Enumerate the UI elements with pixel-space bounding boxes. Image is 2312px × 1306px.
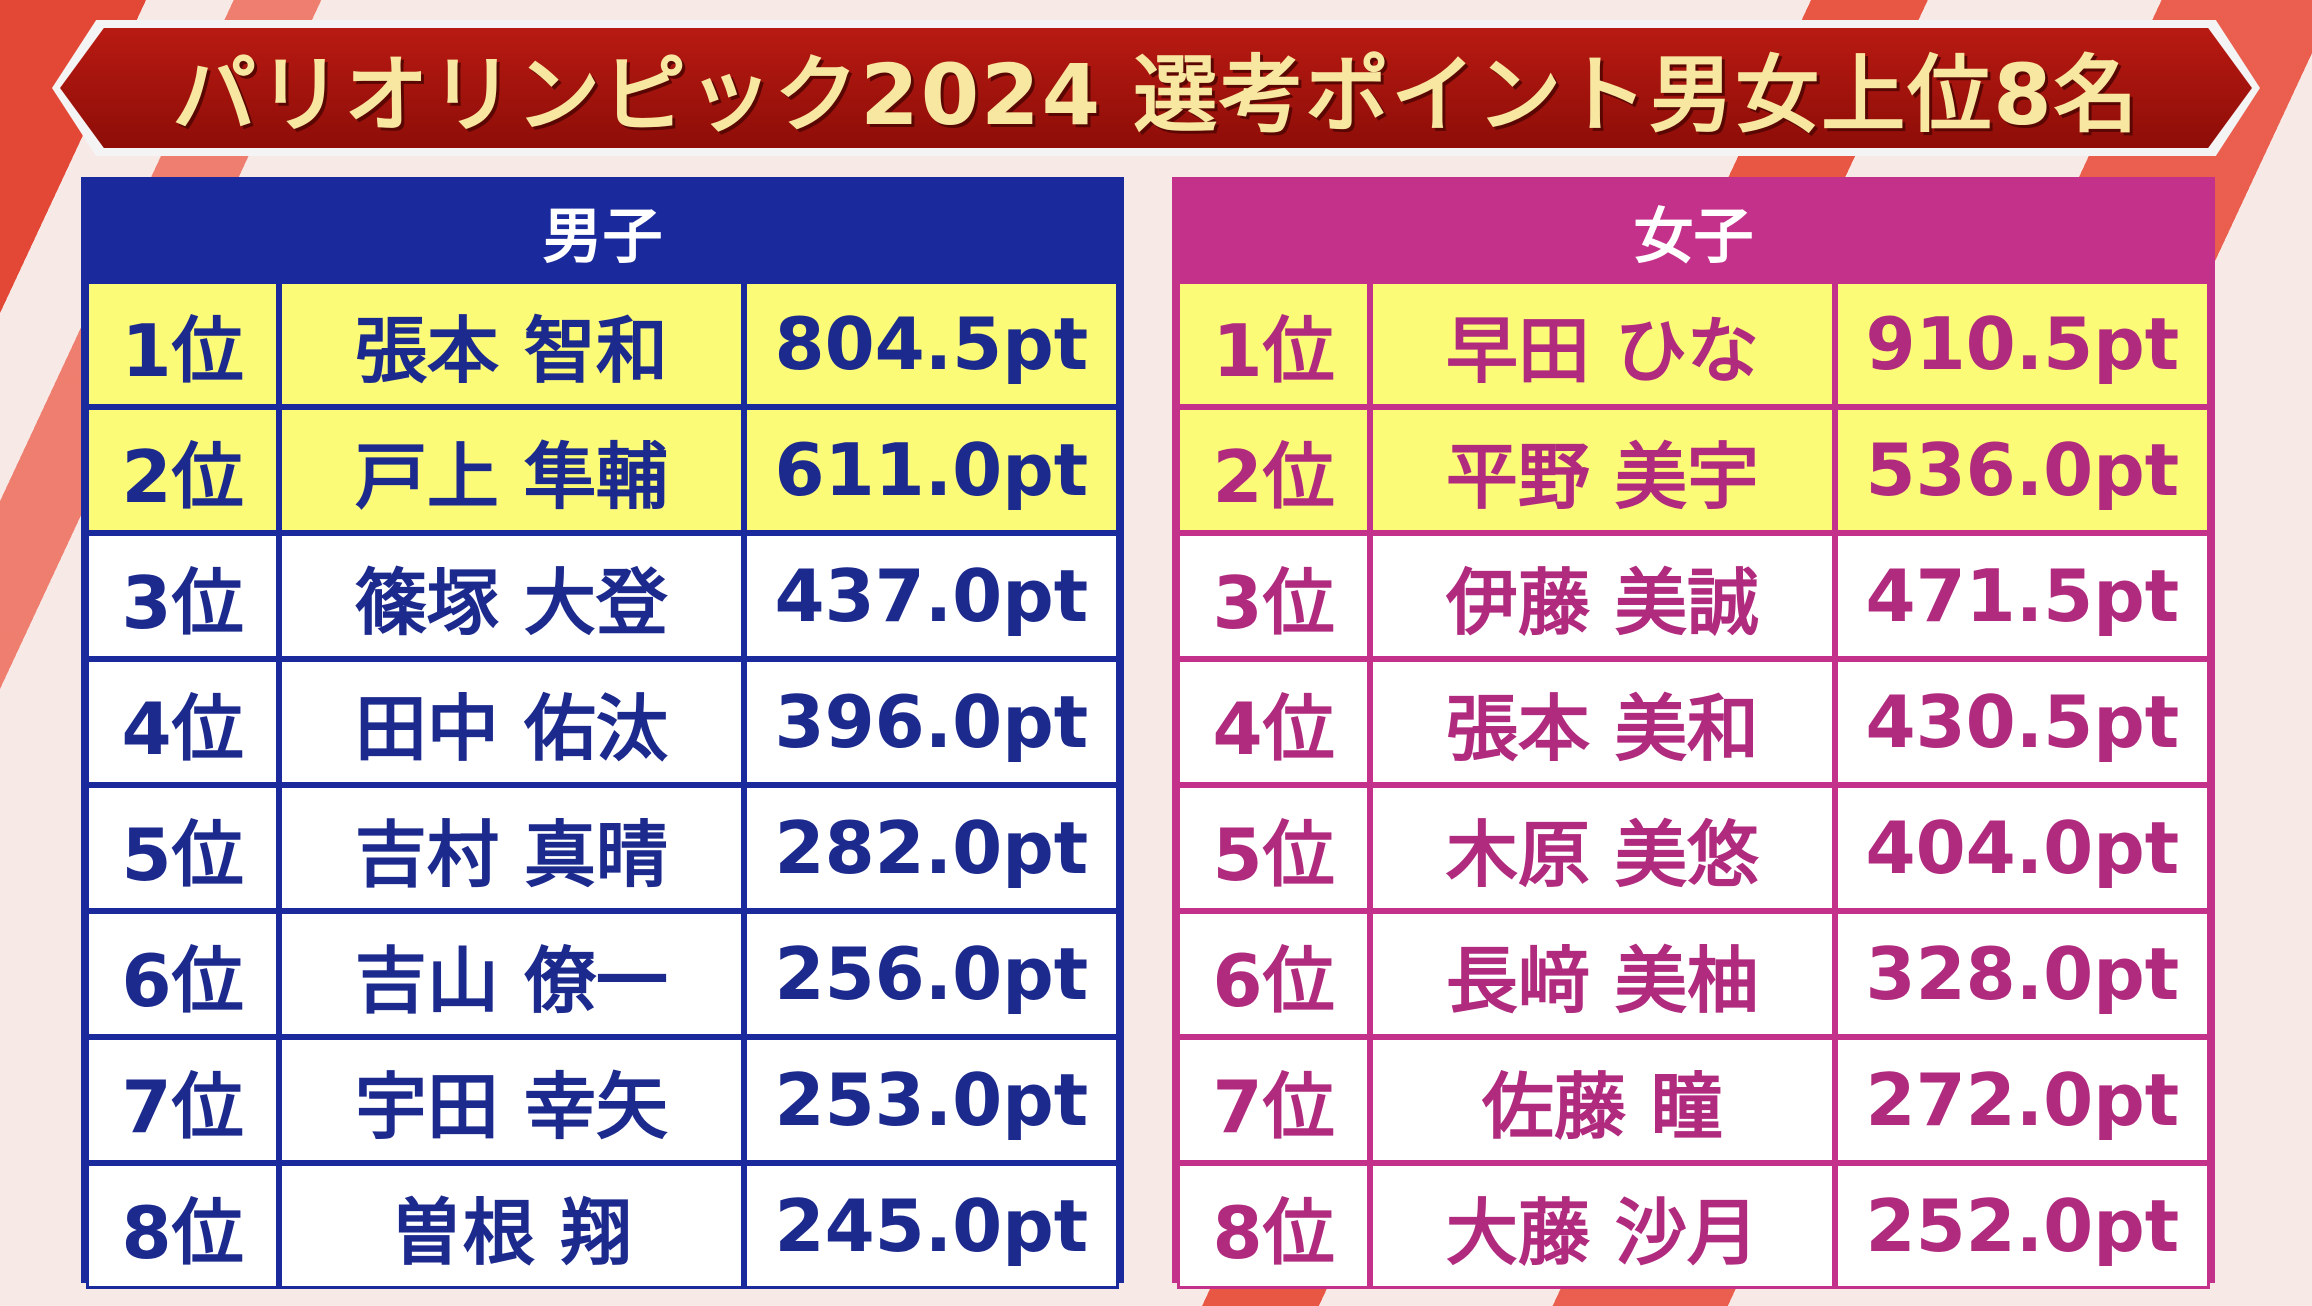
- player-name: 吉山 僚一: [279, 911, 744, 1037]
- rank: 8位: [1177, 1163, 1371, 1289]
- rank: 3位: [1177, 533, 1371, 659]
- player-name: 吉村 真晴: [279, 785, 744, 911]
- points: 272.0pt: [1834, 1037, 2210, 1163]
- player-name: 長﨑 美柚: [1370, 911, 1835, 1037]
- title-banner: パリオリンピック2024 選考ポイント男女上位8名: [60, 28, 2252, 148]
- rank: 7位: [1177, 1037, 1371, 1163]
- points: 252.0pt: [1834, 1163, 2210, 1289]
- rank: 3位: [86, 533, 280, 659]
- player-name: 木原 美悠: [1370, 785, 1835, 911]
- player-name: 曽根 翔: [279, 1163, 744, 1289]
- rank: 6位: [1177, 911, 1371, 1037]
- table-row: 2位 平野 美宇 536.0pt: [1177, 407, 2210, 533]
- rank: 1位: [86, 281, 280, 407]
- player-name: 篠塚 大登: [279, 533, 744, 659]
- table-row: 4位 張本 美和 430.5pt: [1177, 659, 2210, 785]
- player-name: 戸上 隼輔: [279, 407, 744, 533]
- points: 430.5pt: [1834, 659, 2210, 785]
- player-name: 早田 ひな: [1370, 281, 1835, 407]
- table-row: 5位 吉村 真晴 282.0pt: [86, 785, 1119, 911]
- points: 328.0pt: [1834, 911, 2210, 1037]
- table-row: 4位 田中 佑汰 396.0pt: [86, 659, 1119, 785]
- points: 536.0pt: [1834, 407, 2210, 533]
- points: 245.0pt: [743, 1163, 1119, 1289]
- player-name: 張本 美和: [1370, 659, 1835, 785]
- player-name: 佐藤 瞳: [1370, 1037, 1835, 1163]
- rank: 6位: [86, 911, 280, 1037]
- player-name: 田中 佑汰: [279, 659, 744, 785]
- table-heading: 男子: [542, 202, 663, 272]
- points: 404.0pt: [1834, 785, 2210, 911]
- points: 437.0pt: [743, 533, 1119, 659]
- table-row: 7位 宇田 幸矢 253.0pt: [86, 1037, 1119, 1163]
- points: 804.5pt: [743, 281, 1119, 407]
- points: 396.0pt: [743, 659, 1119, 785]
- table-row: 2位 戸上 隼輔 611.0pt: [86, 407, 1119, 533]
- points: 253.0pt: [743, 1037, 1119, 1163]
- table-row: 7位 佐藤 瞳 272.0pt: [1177, 1037, 2210, 1163]
- rank: 2位: [1177, 407, 1371, 533]
- rank: 8位: [86, 1163, 280, 1289]
- points: 256.0pt: [743, 911, 1119, 1037]
- table-row: 3位 篠塚 大登 437.0pt: [86, 533, 1119, 659]
- rank: 5位: [86, 785, 280, 911]
- table-row: 6位 長﨑 美柚 328.0pt: [1177, 911, 2210, 1037]
- men-table: 男子 1位 張本 智和 804.5pt 2位 戸上 隼輔 611.0pt 3位 篠塚 大登 437…: [81, 177, 1124, 1289]
- table-row: 8位 曽根 翔 245.0pt: [86, 1163, 1119, 1289]
- title: パリオリンピック2024 選考ポイント男女上位8名: [172, 45, 2140, 144]
- table-row: 3位 伊藤 美誠 471.5pt: [1177, 533, 2210, 659]
- table-row: 8位 大藤 沙月 252.0pt: [1177, 1163, 2210, 1289]
- table-row: 1位 早田 ひな 910.5pt: [1177, 281, 2210, 407]
- rank: 1位: [1177, 281, 1371, 407]
- rank: 7位: [86, 1037, 280, 1163]
- points: 910.5pt: [1834, 281, 2210, 407]
- points: 282.0pt: [743, 785, 1119, 911]
- table-heading: 女子: [1633, 202, 1754, 272]
- table-row: 5位 木原 美悠 404.0pt: [1177, 785, 2210, 911]
- points: 471.5pt: [1834, 533, 2210, 659]
- player-name: 張本 智和: [279, 281, 744, 407]
- rank: 2位: [86, 407, 280, 533]
- player-name: 宇田 幸矢: [279, 1037, 744, 1163]
- points: 611.0pt: [743, 407, 1119, 533]
- rank: 4位: [86, 659, 280, 785]
- women-table: 女子 1位 早田 ひな 910.5pt 2位 平野 美宇 536.0pt 3位 伊藤 美誠 471…: [1172, 177, 2215, 1289]
- table-row: 6位 吉山 僚一 256.0pt: [86, 911, 1119, 1037]
- table-row: 1位 張本 智和 804.5pt: [86, 281, 1119, 407]
- player-name: 伊藤 美誠: [1370, 533, 1835, 659]
- rank: 5位: [1177, 785, 1371, 911]
- player-name: 平野 美宇: [1370, 407, 1835, 533]
- rank: 4位: [1177, 659, 1371, 785]
- player-name: 大藤 沙月: [1370, 1163, 1835, 1289]
